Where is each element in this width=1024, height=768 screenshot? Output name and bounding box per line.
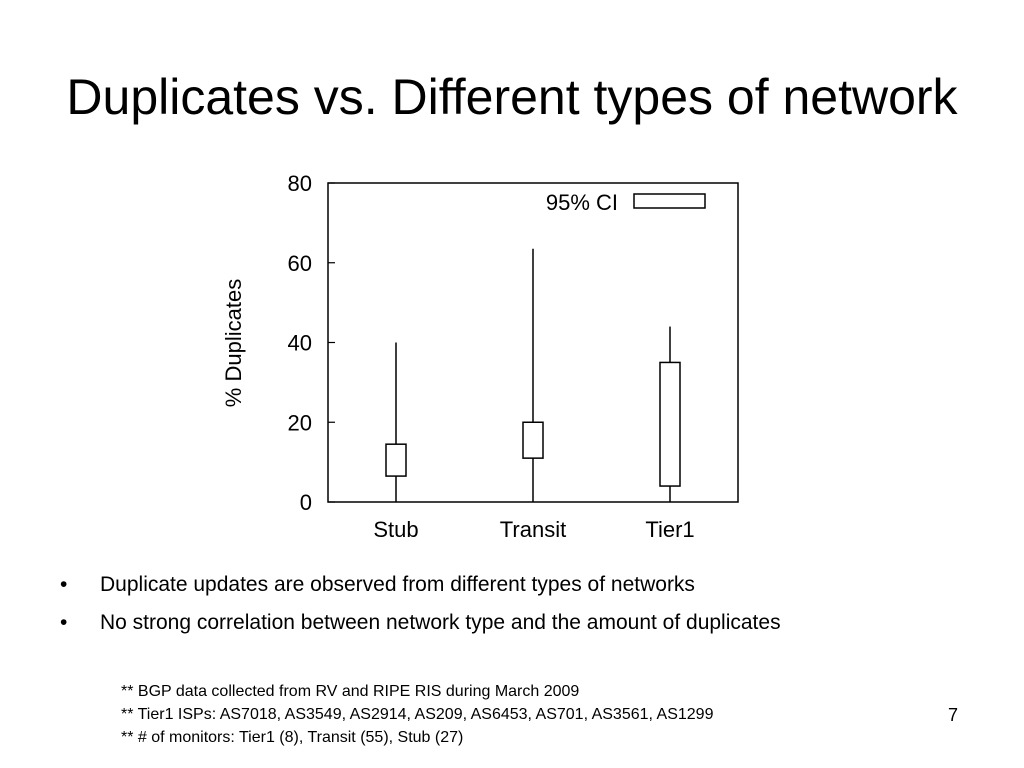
footnote: ** BGP data collected from RV and RIPE R…	[121, 683, 580, 700]
bullet-list: • Duplicate updates are observed from di…	[60, 566, 781, 642]
box-stub	[385, 342, 407, 502]
ci-box	[522, 421, 544, 459]
y-tick-label: 40	[288, 331, 312, 356]
y-tick-label: 80	[288, 171, 312, 196]
footnote: ** Tier1 ISPs: AS7018, AS3549, AS2914, A…	[121, 706, 714, 723]
legend: 95% CI	[546, 190, 706, 215]
bullet-item: • No strong correlation between network …	[60, 604, 781, 642]
x-tick-label: Transit	[500, 517, 566, 542]
y-tick-label: 0	[300, 490, 312, 515]
slide-title: Duplicates vs. Different types of networ…	[66, 69, 958, 125]
box-transit	[522, 248, 544, 502]
legend-swatch	[633, 193, 706, 209]
slide-number: 7	[948, 705, 959, 725]
bullet-marker: •	[60, 611, 68, 634]
box-tier1	[659, 326, 681, 502]
footnotes: ** BGP data collected from RV and RIPE R…	[121, 680, 713, 749]
bullet-text: No strong correlation between network ty…	[100, 611, 781, 634]
y-axis-label: % Duplicates	[221, 279, 246, 407]
footnote: ** # of monitors: Tier1 (8), Transit (55…	[121, 729, 464, 746]
x-tick-label: Tier1	[645, 517, 694, 542]
bullet-marker: •	[60, 573, 68, 596]
box-series	[385, 248, 681, 502]
y-axis: 0 20 40 60 80	[288, 171, 335, 515]
x-axis: Stub Transit Tier1	[373, 517, 694, 542]
y-tick-label: 20	[288, 410, 312, 435]
y-tick-label: 60	[288, 251, 312, 276]
legend-label: 95% CI	[546, 190, 618, 215]
ci-box	[385, 443, 407, 477]
x-tick-label: Stub	[373, 517, 418, 542]
bullet-text: Duplicate updates are observed from diff…	[100, 573, 695, 596]
ci-box	[659, 361, 681, 487]
bullet-item: • Duplicate updates are observed from di…	[60, 566, 781, 604]
